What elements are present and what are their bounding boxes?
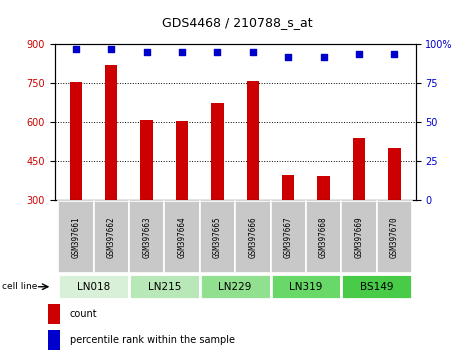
Bar bbox=[105, 65, 117, 200]
Bar bbox=[353, 138, 365, 200]
Text: GSM397670: GSM397670 bbox=[390, 216, 399, 258]
Point bbox=[72, 46, 80, 52]
Bar bbox=[200, 274, 271, 299]
Bar bbox=[306, 201, 342, 273]
Text: GSM397665: GSM397665 bbox=[213, 216, 222, 258]
Text: count: count bbox=[70, 309, 97, 319]
Text: GSM397668: GSM397668 bbox=[319, 216, 328, 258]
Text: BS149: BS149 bbox=[360, 282, 393, 292]
Bar bbox=[164, 201, 200, 273]
Text: GSM397663: GSM397663 bbox=[142, 216, 151, 258]
Point bbox=[214, 49, 221, 55]
Text: GSM397667: GSM397667 bbox=[284, 216, 293, 258]
Text: GSM397666: GSM397666 bbox=[248, 216, 257, 258]
Bar bbox=[342, 201, 377, 273]
Bar bbox=[247, 81, 259, 200]
Bar bbox=[58, 274, 129, 299]
Text: LN018: LN018 bbox=[77, 282, 110, 292]
Text: GSM397664: GSM397664 bbox=[178, 216, 187, 258]
Bar bbox=[176, 121, 188, 200]
Bar bbox=[388, 148, 400, 200]
Bar bbox=[129, 201, 164, 273]
Text: GSM397661: GSM397661 bbox=[71, 216, 80, 258]
Bar bbox=[377, 201, 412, 273]
Bar bbox=[94, 201, 129, 273]
Text: LN319: LN319 bbox=[289, 282, 323, 292]
Text: cell line: cell line bbox=[2, 282, 38, 291]
Text: GSM397669: GSM397669 bbox=[354, 216, 363, 258]
Point bbox=[355, 51, 363, 56]
Bar bbox=[235, 201, 271, 273]
Text: percentile rank within the sample: percentile rank within the sample bbox=[70, 335, 235, 345]
Bar bbox=[48, 304, 60, 324]
Bar bbox=[342, 274, 412, 299]
Point bbox=[107, 46, 115, 52]
Point bbox=[320, 54, 327, 59]
Point bbox=[178, 49, 186, 55]
Point bbox=[285, 54, 292, 59]
Text: GSM397662: GSM397662 bbox=[107, 216, 116, 258]
Text: LN215: LN215 bbox=[148, 282, 181, 292]
Text: LN229: LN229 bbox=[218, 282, 252, 292]
Bar bbox=[70, 82, 82, 200]
Bar bbox=[200, 201, 235, 273]
Bar bbox=[58, 201, 94, 273]
Text: GDS4468 / 210788_s_at: GDS4468 / 210788_s_at bbox=[162, 17, 313, 29]
Bar bbox=[211, 103, 224, 200]
Bar bbox=[141, 120, 153, 200]
Point bbox=[143, 49, 151, 55]
Bar bbox=[271, 274, 342, 299]
Point bbox=[390, 51, 398, 56]
Point bbox=[249, 49, 256, 55]
Bar bbox=[48, 330, 60, 350]
Bar bbox=[317, 176, 330, 200]
Bar bbox=[129, 274, 200, 299]
Bar bbox=[282, 175, 294, 200]
Bar bbox=[271, 201, 306, 273]
